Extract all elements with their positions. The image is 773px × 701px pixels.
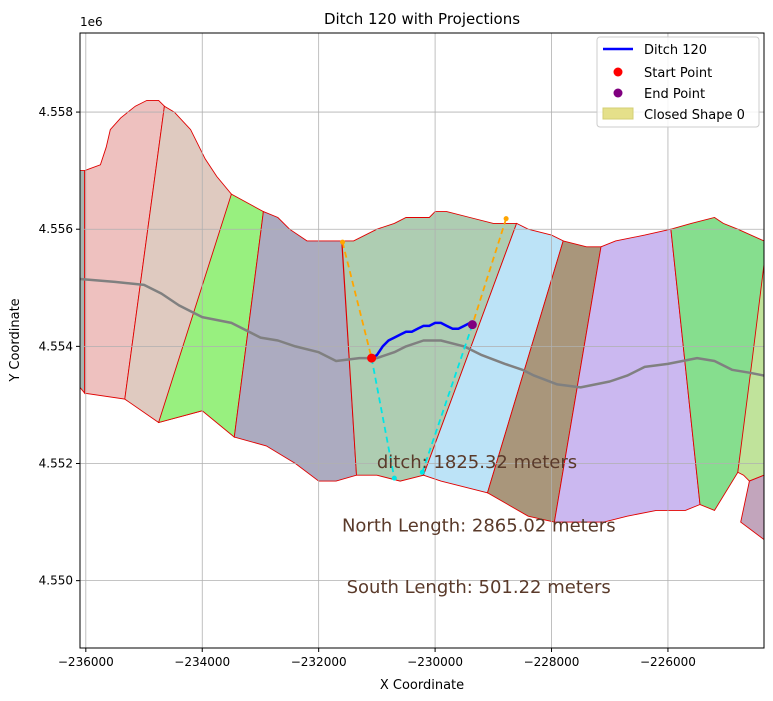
x-tick-label: −228000 (524, 655, 580, 669)
annotation-1: North Length: 2865.02 meters (342, 515, 616, 536)
x-tick-label: −230000 (407, 655, 463, 669)
legend-shape-swatch (602, 107, 634, 120)
projection-line-3 (421, 324, 474, 473)
grid-lines (80, 33, 764, 648)
closed-shape-9 (670, 217, 764, 511)
closed-shape-1 (84, 99, 165, 400)
chart-title: Ditch 120 with Projections (324, 10, 520, 28)
legend-end-label: End Point (644, 87, 705, 102)
closed-shape-11 (740, 474, 764, 541)
projection-endpoint (503, 216, 509, 222)
x-tick-label: −236000 (58, 655, 114, 669)
x-axis-label: X Coordinate (380, 678, 464, 693)
projection-line-2 (370, 357, 396, 479)
projection-endpoint (419, 469, 425, 475)
x-tick-label: −234000 (174, 655, 230, 669)
projection-line-1 (471, 218, 507, 325)
ditch-lines (80, 216, 764, 481)
y-tick-label: 4.554 (39, 339, 73, 353)
y-tick-label: 4.550 (39, 574, 73, 588)
annotation-2: South Length: 501.22 meters (347, 577, 611, 598)
y-offset-label: 1e6 (80, 15, 103, 29)
axis-ticks: −236000 −234000 −232000 −230000 −228000 −2260… (39, 105, 696, 669)
ditch-line (370, 321, 473, 360)
projection-endpoint (391, 475, 397, 481)
legend-shape-label: Closed Shape 0 (644, 108, 745, 123)
legend-ditch-label: Ditch 120 (644, 43, 707, 58)
y-axis-label: Y Coordinate (8, 298, 23, 382)
gray-drainage-line (80, 277, 764, 389)
legend: Ditch 120 Start Point End Point Closed S… (596, 36, 760, 128)
closed-shape-3 (157, 193, 264, 438)
projection-endpoint (340, 239, 346, 245)
x-tick-label: −226000 (640, 655, 696, 669)
end-point (467, 320, 477, 330)
annotations: ditch: 1825.32 meters North Length: 2865.… (342, 452, 616, 598)
legend-start-swatch (613, 67, 623, 77)
y-tick-label: 4.556 (39, 222, 73, 236)
legend-box (596, 36, 760, 128)
y-tick-label: 4.552 (39, 457, 73, 471)
closed-shape-0 (80, 170, 86, 395)
legend-end-swatch (613, 88, 623, 98)
annotation-0: ditch: 1825.32 meters (377, 452, 577, 473)
y-tick-label: 4.558 (39, 105, 73, 119)
start-point (367, 353, 377, 363)
legend-start-label: Start Point (644, 66, 712, 81)
plot-frame (79, 32, 765, 649)
x-tick-label: −232000 (291, 655, 347, 669)
